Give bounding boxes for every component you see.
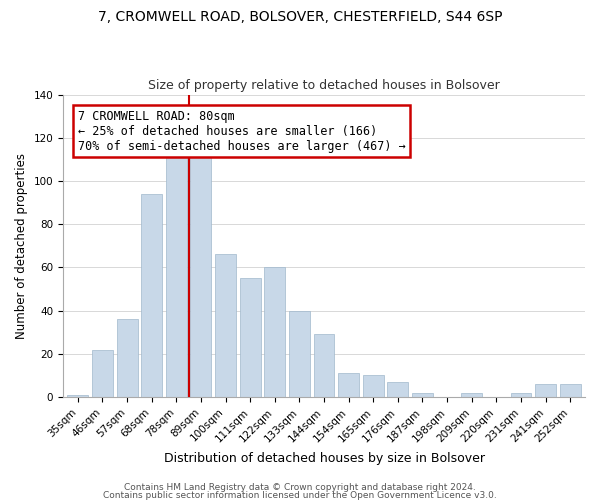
Bar [560, 384, 581, 397]
Bar [239, 278, 260, 397]
Bar [338, 374, 359, 397]
Bar [461, 393, 482, 397]
Bar [265, 268, 285, 397]
Bar [511, 393, 532, 397]
Bar [388, 382, 409, 397]
Bar [314, 334, 334, 397]
Text: Contains HM Land Registry data © Crown copyright and database right 2024.: Contains HM Land Registry data © Crown c… [124, 484, 476, 492]
Text: Contains public sector information licensed under the Open Government Licence v3: Contains public sector information licen… [103, 490, 497, 500]
Title: Size of property relative to detached houses in Bolsover: Size of property relative to detached ho… [148, 79, 500, 92]
X-axis label: Distribution of detached houses by size in Bolsover: Distribution of detached houses by size … [164, 452, 485, 465]
Bar [67, 395, 88, 397]
Bar [289, 310, 310, 397]
Bar [116, 320, 137, 397]
Bar [412, 393, 433, 397]
Bar [141, 194, 162, 397]
Text: 7, CROMWELL ROAD, BOLSOVER, CHESTERFIELD, S44 6SP: 7, CROMWELL ROAD, BOLSOVER, CHESTERFIELD… [98, 10, 502, 24]
Y-axis label: Number of detached properties: Number of detached properties [15, 153, 28, 339]
Bar [215, 254, 236, 397]
Bar [190, 155, 211, 397]
Text: 7 CROMWELL ROAD: 80sqm
← 25% of detached houses are smaller (166)
70% of semi-de: 7 CROMWELL ROAD: 80sqm ← 25% of detached… [78, 110, 406, 152]
Bar [92, 350, 113, 397]
Bar [363, 376, 384, 397]
Bar [535, 384, 556, 397]
Bar [166, 142, 187, 397]
